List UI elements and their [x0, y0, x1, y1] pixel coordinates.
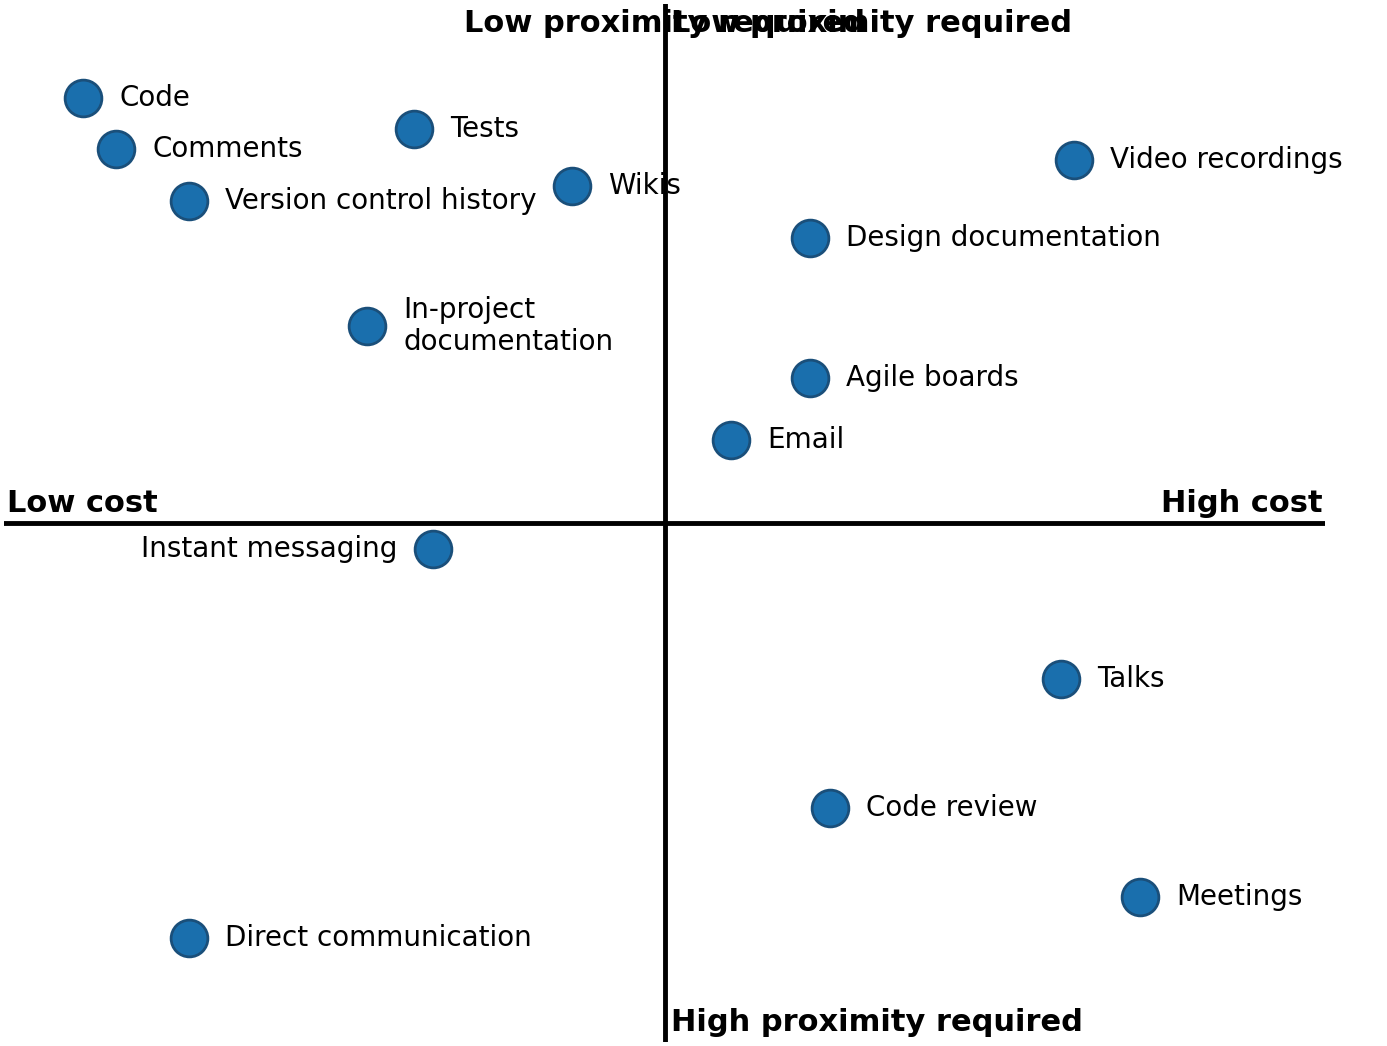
Point	[560, 178, 583, 195]
Point	[1050, 670, 1072, 687]
Text: Low cost: Low cost	[7, 488, 158, 518]
Text: Instant messaging: Instant messaging	[140, 535, 397, 563]
Point	[422, 541, 444, 558]
Point	[818, 800, 841, 817]
Text: Wikis: Wikis	[609, 172, 681, 200]
Text: Code: Code	[119, 84, 190, 112]
Point	[178, 930, 200, 947]
Text: Low proximity required: Low proximity required	[465, 9, 865, 39]
Point	[105, 141, 128, 158]
Point	[799, 369, 821, 386]
Text: Low proximity required: Low proximity required	[671, 9, 1072, 39]
Text: Tests: Tests	[449, 115, 519, 142]
Point	[402, 120, 424, 137]
Text: Design documentation: Design documentation	[846, 224, 1161, 252]
Text: Agile boards: Agile boards	[846, 364, 1018, 391]
Text: In-project
documentation: In-project documentation	[404, 296, 614, 356]
Text: Version control history: Version control history	[225, 187, 537, 215]
Text: Code review: Code review	[865, 794, 1037, 822]
Text: Talks: Talks	[1097, 664, 1165, 692]
Point	[356, 318, 379, 335]
Point	[72, 89, 94, 106]
Text: Meetings: Meetings	[1176, 883, 1302, 911]
Point	[799, 229, 821, 246]
Text: High proximity required: High proximity required	[671, 1007, 1083, 1037]
Text: Direct communication: Direct communication	[225, 924, 533, 952]
Text: Video recordings: Video recordings	[1110, 145, 1343, 174]
Text: Email: Email	[767, 426, 845, 454]
Text: High cost: High cost	[1161, 488, 1322, 518]
Point	[1129, 888, 1151, 905]
Point	[1062, 152, 1085, 168]
Point	[178, 192, 200, 209]
Text: Comments: Comments	[153, 135, 304, 163]
Point	[720, 432, 742, 449]
